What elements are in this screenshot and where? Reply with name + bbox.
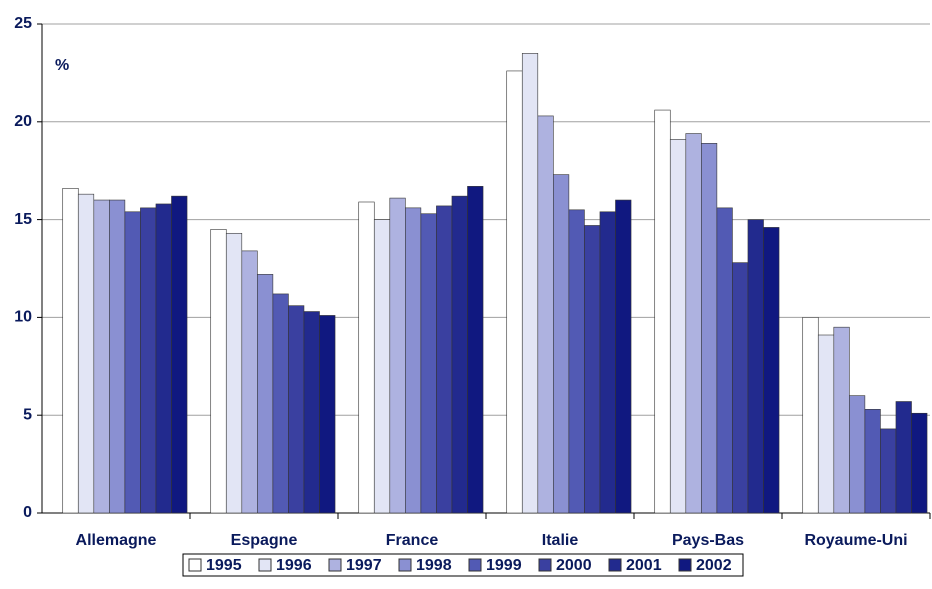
- bar: [506, 70, 523, 514]
- bar: [895, 401, 912, 514]
- bar: [817, 334, 835, 514]
- bar: [77, 193, 95, 514]
- bar: [225, 232, 243, 514]
- bar: [553, 174, 570, 514]
- bar: [521, 53, 539, 514]
- bar: [615, 199, 632, 514]
- legend-label: 1998: [416, 557, 452, 574]
- bar: [701, 143, 718, 514]
- y-tick-label: 20: [14, 113, 32, 130]
- legend-swatch: [608, 558, 622, 572]
- legend-label: 1995: [206, 557, 242, 574]
- legend-swatch: [398, 558, 412, 572]
- bar: [62, 188, 79, 514]
- bar: [389, 197, 406, 514]
- bar: [171, 195, 188, 514]
- bar: [109, 199, 126, 514]
- bar: [241, 250, 258, 514]
- bar: [732, 262, 749, 514]
- bar: [880, 428, 897, 514]
- bar: [802, 317, 819, 514]
- bar: [420, 213, 437, 514]
- bar: [405, 207, 422, 514]
- legend-label: 2001: [626, 557, 662, 574]
- bar: [436, 205, 453, 514]
- bar: [288, 305, 305, 514]
- legend-label: 1997: [346, 557, 382, 574]
- bar: [537, 115, 554, 514]
- bar: [833, 326, 850, 514]
- x-tick-label: Allemagne: [76, 532, 157, 549]
- legend-swatch: [328, 558, 342, 572]
- legend-label: 2000: [556, 557, 592, 574]
- bar: [568, 209, 585, 514]
- bar: [140, 207, 157, 514]
- bar: [319, 315, 336, 514]
- bar: [716, 207, 733, 514]
- bar: [373, 219, 391, 514]
- bar: [257, 274, 274, 514]
- bar: [849, 395, 866, 514]
- bar: [467, 186, 484, 514]
- bar: [654, 109, 671, 514]
- x-tick-label: Espagne: [231, 532, 298, 549]
- bar: [124, 211, 141, 514]
- bar: [763, 227, 780, 514]
- legend-label: 1996: [276, 557, 312, 574]
- legend-swatch: [538, 558, 552, 572]
- bar: [155, 203, 172, 514]
- bar: [669, 139, 687, 514]
- bar: [303, 311, 320, 514]
- bar: [747, 219, 764, 514]
- legend-swatch: [468, 558, 482, 572]
- y-tick-label: 25: [14, 15, 32, 32]
- bar: [93, 199, 110, 514]
- bar: [864, 409, 881, 514]
- y-unit-label: %: [55, 57, 69, 74]
- bar: [272, 293, 289, 514]
- y-tick-label: 5: [23, 406, 32, 423]
- legend-swatch: [678, 558, 692, 572]
- legend-label: 2002: [696, 557, 732, 574]
- bar: [911, 412, 928, 514]
- bar: [358, 201, 375, 514]
- legend-swatch: [188, 558, 202, 572]
- bar: [451, 195, 468, 514]
- bar: [584, 225, 601, 514]
- bar: [599, 211, 616, 514]
- x-tick-label: Pays-Bas: [672, 532, 744, 549]
- x-tick-label: Royaume-Uni: [804, 532, 907, 549]
- y-tick-label: 10: [14, 309, 32, 326]
- legend-box: [182, 553, 744, 577]
- legend-swatch: [258, 558, 272, 572]
- y-tick-label: 0: [23, 504, 32, 521]
- bar: [685, 133, 702, 514]
- x-tick-label: Italie: [542, 532, 579, 549]
- y-tick-label: 15: [14, 211, 32, 228]
- bar: [210, 229, 227, 514]
- legend-label: 1999: [486, 557, 522, 574]
- x-tick-label: France: [386, 532, 439, 549]
